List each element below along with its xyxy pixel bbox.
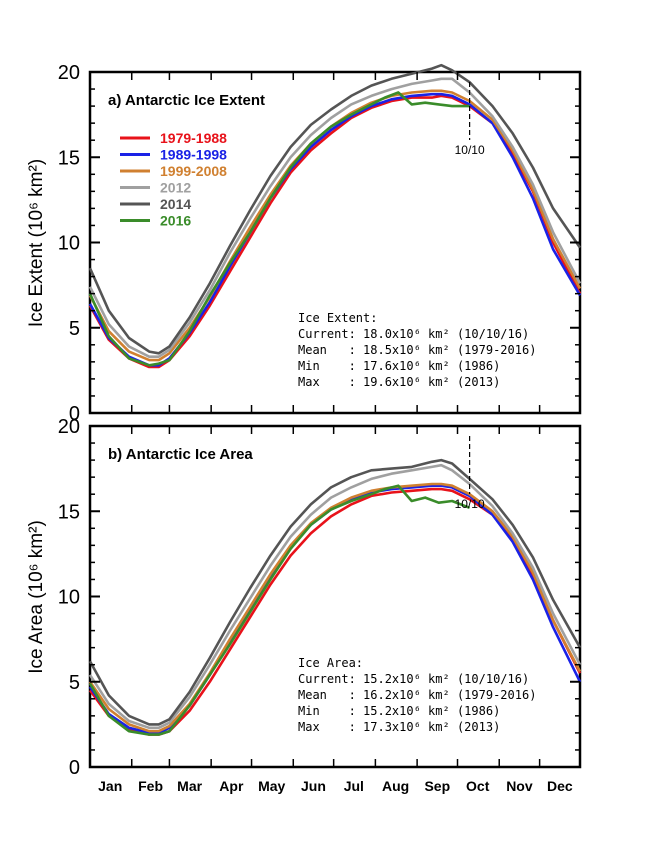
month-label-jul: Jul <box>344 778 364 794</box>
stat-line-area-0: Ice Area: <box>298 656 363 670</box>
stat-line-area-1: Current: 15.2x10⁶ km² (10/10/16) <box>298 672 529 686</box>
y-tick-label-area-4: 20 <box>58 416 80 438</box>
y-tick-label-extent-0: 0 <box>69 403 80 425</box>
series-line-area-2014 <box>88 458 582 726</box>
legend-label-2012: 2012 <box>160 180 191 196</box>
series-layer-extent <box>88 63 582 369</box>
stat-line-extent-2: Mean : 18.5x10⁶ km² (1979-2016) <box>298 343 536 357</box>
y-tick-label-area-2: 10 <box>58 587 80 609</box>
month-label-feb: Feb <box>138 778 163 794</box>
month-label-mar: Mar <box>177 778 202 794</box>
date-marker-label-extent: 10/10 <box>455 143 485 157</box>
month-label-may: May <box>258 778 285 794</box>
legend-label-1999-2008: 1999-2008 <box>160 163 227 179</box>
chart-title-area: b) Antarctic Ice Area <box>108 446 253 463</box>
series-layer-area <box>88 458 582 736</box>
y-tick-label-area-1: 5 <box>69 672 80 694</box>
panel-ice-extent: 0 5 10 15 20 a) Antarctic Ice Extent Ice Ext… <box>26 62 582 425</box>
stat-line-extent-3: Min : 17.6x10⁶ km² (1986) <box>298 359 500 373</box>
series-line-area-2016 <box>88 484 471 736</box>
series-line-extent-2014 <box>88 63 582 355</box>
date-marker-area: 10/10 <box>455 436 485 511</box>
y-tick-label-area-3: 15 <box>58 501 80 523</box>
stat-line-extent-4: Max : 19.6x10⁶ km² (2013) <box>298 375 500 389</box>
month-label-oct: Oct <box>466 778 490 794</box>
legend-label-1979-1988: 1979-1988 <box>160 130 227 146</box>
series-line-area-2012 <box>88 463 582 730</box>
month-label-apr: Apr <box>219 778 244 794</box>
axis-layer-extent: 0 5 10 15 20 <box>58 62 580 425</box>
stats-area: Ice Area: Current: 15.2x10⁶ km² (10/10/16… <box>298 656 536 734</box>
y-tick-label-extent-3: 15 <box>58 147 80 169</box>
month-axis-labels: Jan Feb Mar Apr May Jun Jul Aug Sep Oct Nov Dec <box>98 778 573 794</box>
month-label-sep: Sep <box>424 778 450 794</box>
legend-label-2014: 2014 <box>160 196 191 212</box>
date-marker-extent: 10/10 <box>455 82 485 157</box>
stat-line-extent-1: Current: 18.0x10⁶ km² (10/10/16) <box>298 327 529 341</box>
stat-line-extent-0: Ice Extent: <box>298 311 377 325</box>
stat-line-area-4: Max : 17.3x10⁶ km² (2013) <box>298 720 500 734</box>
month-label-nov: Nov <box>506 778 533 794</box>
y-tick-label-area-0: 0 <box>69 757 80 779</box>
y-tick-label-extent-2: 10 <box>58 233 80 255</box>
date-marker-label-area: 10/10 <box>455 497 485 511</box>
y-axis-label-area: Ice Area (10⁶ km²) <box>26 520 47 674</box>
month-label-jan: Jan <box>98 778 122 794</box>
panel-ice-area: 0 5 10 15 20 b) Antarctic Ice Area Ice Area … <box>26 416 582 779</box>
month-label-aug: Aug <box>382 778 409 794</box>
series-line-extent-2016 <box>88 91 470 367</box>
series-line-area-1999-2008 <box>88 482 582 733</box>
y-tick-label-extent-1: 5 <box>69 318 80 340</box>
month-label-jun: Jun <box>301 778 326 794</box>
chart-title-extent: a) Antarctic Ice Extent <box>108 92 265 109</box>
month-label-dec: Dec <box>547 778 573 794</box>
y-axis-label-extent: Ice Extent (10⁶ km²) <box>26 159 47 327</box>
y-tick-label-extent-4: 20 <box>58 62 80 84</box>
axis-layer-area: 0 5 10 15 20 <box>58 416 580 779</box>
stat-line-area-2: Mean : 16.2x10⁶ km² (1979-2016) <box>298 688 536 702</box>
series-line-extent-2012 <box>88 77 582 359</box>
stats-extent: Ice Extent: Current: 18.0x10⁶ km² (10/10/… <box>298 311 536 389</box>
legend-label-2016: 2016 <box>160 213 191 229</box>
legend-label-1989-1998: 1989-1998 <box>160 147 227 163</box>
stat-line-area-3: Min : 15.2x10⁶ km² (1986) <box>298 704 500 718</box>
